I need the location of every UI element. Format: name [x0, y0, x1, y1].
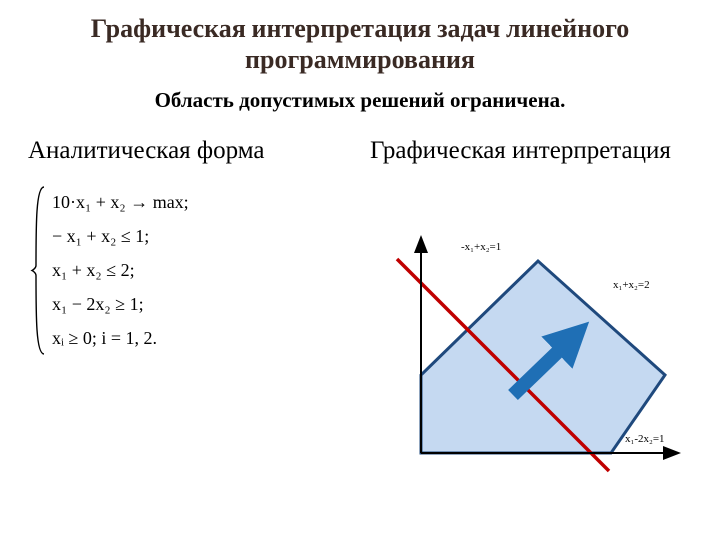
content-columns: Аналитическая форма 10·x₁ + x₂ → max; − … — [28, 135, 692, 522]
math-line: x₁ − 2x₂ ≥ 1; — [52, 287, 350, 321]
constraint-label: -x₁+x₂=1 — [461, 241, 501, 253]
left-brace-icon — [30, 185, 46, 356]
math-line: − x₁ + x₂ ≤ 1; — [52, 219, 350, 253]
math-line: 10·x₁ + x₂ → max; — [52, 185, 350, 219]
left-heading: Аналитическая форма — [28, 135, 350, 166]
constraint-label: x₁-2x₂=1 — [625, 433, 665, 445]
left-column: Аналитическая форма 10·x₁ + x₂ → max; − … — [28, 135, 350, 522]
math-line: x₁ + x₂ ≤ 2; — [52, 253, 350, 287]
lp-chart: -x₁+x₂=1 x₁+x₂=2 x₁-2x₂=1 — [381, 223, 681, 483]
slide-subtitle: Область допустимых решений ограничена. — [28, 88, 692, 113]
constraint-label: x₁+x₂=2 — [613, 279, 650, 291]
right-heading: Графическая интерпретация — [370, 135, 692, 166]
math-line: xᵢ ≥ 0; i = 1, 2. — [52, 321, 350, 355]
math-system: 10·x₁ + x₂ → max; − x₁ + x₂ ≤ 1; x₁ + x₂… — [28, 185, 350, 356]
right-column: Графическая интерпретация -x₁+x₂=1 x₁+x₂… — [370, 135, 692, 522]
chart-area: -x₁+x₂=1 x₁+x₂=2 x₁-2x₂=1 — [370, 185, 692, 522]
slide-title: Графическая интерпретация задач линейног… — [28, 14, 692, 76]
